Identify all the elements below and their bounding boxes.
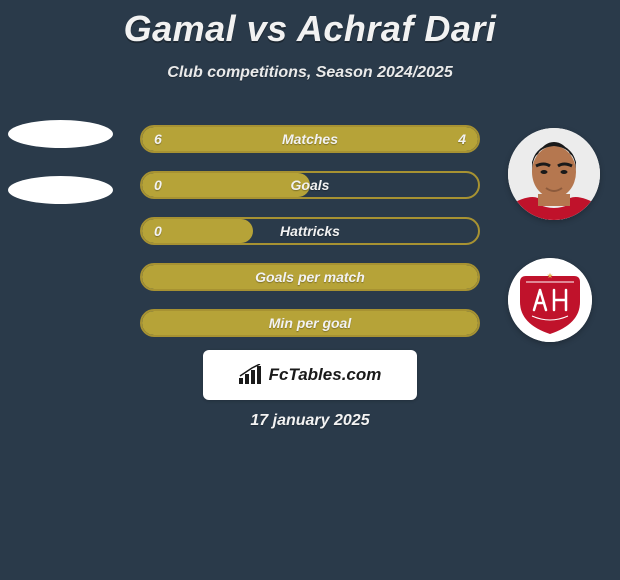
bar-left-value: 0 [154, 177, 162, 193]
bar-fill [142, 173, 310, 197]
bar-min-per-goal: Min per goal [140, 309, 480, 337]
left-avatar-placeholder-1 [8, 120, 113, 148]
date: 17 january 2025 [250, 412, 369, 430]
club-logo [508, 258, 592, 342]
bars-icon [239, 364, 263, 386]
bar-label: Hattricks [280, 223, 340, 239]
bar-left-value: 0 [154, 223, 162, 239]
right-avatars [508, 128, 600, 342]
bar-matches: 6 Matches 4 [140, 125, 480, 153]
bar-goals-per-match: Goals per match [140, 263, 480, 291]
bar-left-value: 6 [154, 131, 162, 147]
bar-label: Matches [282, 131, 338, 147]
bar-label: Goals per match [255, 269, 365, 285]
bar-right-value: 4 [458, 131, 466, 147]
bar-label: Min per goal [269, 315, 351, 331]
left-avatars [8, 120, 113, 232]
watermark: FcTables.com [203, 350, 417, 400]
bar-goals: 0 Goals [140, 171, 480, 199]
stat-bars: 6 Matches 4 0 Goals 0 Hattricks Goals pe… [140, 125, 480, 355]
page-title: Gamal vs Achraf Dari [0, 0, 620, 50]
subtitle: Club competitions, Season 2024/2025 [0, 64, 620, 82]
player-photo [508, 128, 600, 220]
bar-hattricks: 0 Hattricks [140, 217, 480, 245]
left-avatar-placeholder-2 [8, 176, 113, 204]
watermark-text: FcTables.com [269, 365, 382, 385]
bar-label: Goals [291, 177, 330, 193]
